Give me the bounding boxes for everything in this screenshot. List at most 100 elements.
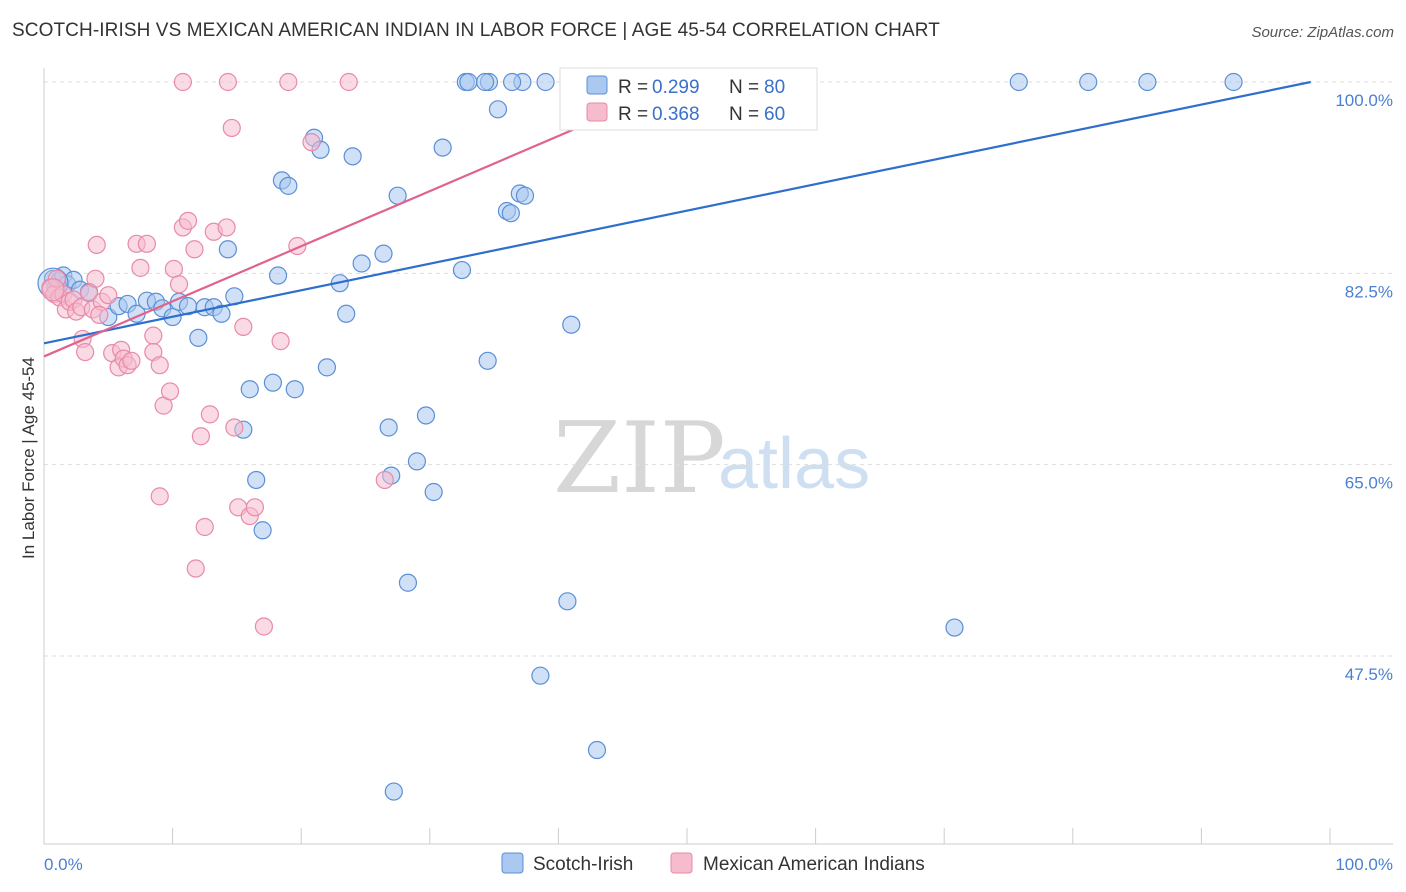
- mexican-american-indian-point: [169, 275, 189, 294]
- y-tick-label: 47.5%: [1345, 665, 1393, 684]
- watermark-atlas: atlas: [718, 424, 870, 504]
- legend-r-label-1: R =: [618, 77, 648, 98]
- mexican-american-indian-point: [217, 218, 236, 237]
- mexican-american-indian-point: [200, 405, 219, 424]
- mexican-american-indian-point: [279, 72, 298, 92]
- scotch-irish-point: [279, 176, 298, 195]
- scotch-irish-point: [424, 482, 443, 502]
- scotch-irish-point: [536, 72, 555, 92]
- legend-label-scotch-irish: Scotch-Irish: [533, 854, 633, 875]
- mexican-american-indian-point: [178, 211, 198, 230]
- scotch-irish-trend-line: [43, 80, 1311, 345]
- legend-r-label-2: R =: [618, 104, 648, 125]
- source-label: Source: ZipAtlas.com: [1251, 24, 1394, 41]
- scotch-irish-point: [285, 380, 304, 399]
- mexican-american-indian-point: [150, 356, 169, 375]
- scotch-irish-point: [407, 452, 427, 471]
- legend-n-value-1: 80: [764, 77, 785, 98]
- legend-r-value-2: 0.368: [652, 104, 700, 125]
- mexican-american-indian-points: [41, 72, 394, 636]
- y-tick-label: 100.0%: [1335, 91, 1393, 110]
- scotch-irish-point: [587, 740, 607, 760]
- y-tick-label: 82.5%: [1345, 282, 1393, 301]
- scotch-irish-point: [189, 328, 208, 347]
- y-tick-label: 65.0%: [1345, 474, 1393, 493]
- scotch-irish-point: [337, 304, 356, 323]
- legend-swatch-blue: [586, 75, 608, 95]
- scotch-irish-point: [268, 266, 288, 285]
- scotch-irish-point: [343, 147, 362, 166]
- scotch-irish-point: [515, 186, 535, 205]
- series-legend: Scotch-Irish Mexican American Indians: [501, 852, 925, 875]
- scotch-irish-point: [218, 240, 237, 259]
- legend-swatch-scotch-irish: [501, 852, 524, 874]
- y-tick-labels: 47.5% 65.0% 82.5% 100.0%: [1335, 91, 1393, 684]
- mexican-american-indian-point: [302, 133, 321, 152]
- mexican-american-indian-point: [375, 470, 394, 490]
- mexican-american-indian-point: [131, 258, 150, 277]
- scotch-irish-point: [433, 138, 452, 157]
- mexican-american-indian-point: [122, 351, 141, 370]
- legend-swatch-pink: [586, 102, 608, 122]
- scotch-irish-point: [459, 72, 478, 92]
- mexican-american-indian-point: [191, 427, 210, 446]
- scotch-irish-point: [1224, 72, 1243, 92]
- legend-n-label-2: N =: [729, 104, 759, 125]
- mexican-american-indian-point: [339, 72, 358, 92]
- mexican-american-indian-point: [76, 342, 95, 362]
- scotch-irish-point: [488, 100, 508, 119]
- scotch-irish-point: [1138, 72, 1157, 92]
- mexican-american-indian-point: [41, 278, 65, 302]
- mexican-american-indian-point: [271, 332, 290, 351]
- mexican-american-indian-point: [225, 418, 244, 437]
- legend-label-mexican-american-indians: Mexican American Indians: [703, 854, 925, 875]
- scotch-irish-point: [384, 782, 403, 801]
- scotch-irish-point: [501, 204, 520, 223]
- watermark-zip: ZIP: [553, 402, 726, 516]
- scotch-irish-point: [416, 406, 436, 425]
- scotch-irish-point: [240, 380, 259, 399]
- mexican-american-indian-point: [195, 517, 214, 537]
- scotch-irish-point: [253, 521, 272, 540]
- correlation-legend: R = 0.299 N = 80 R = 0.368 N = 60: [559, 67, 818, 131]
- legend-n-value-2: 60: [764, 104, 785, 125]
- scotch-irish-point: [562, 315, 581, 334]
- scotch-irish-point: [503, 72, 522, 92]
- scotch-irish-point: [452, 260, 472, 280]
- legend-n-label-1: N =: [729, 77, 759, 98]
- scotch-irish-point: [374, 244, 393, 263]
- scotch-irish-point: [247, 470, 266, 490]
- mexican-american-indian-point: [87, 235, 106, 255]
- mexican-american-indian-point: [137, 234, 156, 253]
- mexican-american-indian-point: [144, 326, 163, 345]
- gridlines: [44, 81, 1393, 657]
- mexican-american-indian-point: [86, 269, 105, 288]
- chart-title: SCOTCH-IRISH VS MEXICAN AMERICAN INDIAN …: [12, 20, 940, 41]
- scotch-irish-point: [945, 618, 964, 637]
- mexican-american-indian-point: [218, 72, 237, 92]
- scotch-irish-point: [558, 592, 577, 611]
- axes: [43, 68, 1393, 845]
- scotch-irish-point: [379, 418, 398, 437]
- legend-swatch-mexican-american-indians: [670, 852, 693, 874]
- scotch-irish-point: [352, 254, 371, 273]
- scotch-irish-point: [263, 373, 283, 392]
- scotch-irish-point: [531, 666, 550, 685]
- mexican-american-indian-point: [222, 118, 241, 138]
- legend-r-value-1: 0.299: [652, 77, 700, 98]
- mexican-american-indian-point: [150, 487, 169, 506]
- scotch-irish-point: [1079, 72, 1098, 92]
- x-tick-label-min: 0.0%: [44, 855, 83, 874]
- mexican-american-indian-point: [254, 617, 274, 636]
- mexican-american-indian-point: [99, 286, 118, 305]
- scotch-irish-point: [317, 358, 337, 377]
- mexican-american-indian-point: [186, 559, 205, 578]
- scotch-irish-point: [1009, 72, 1028, 92]
- x-tick-label-max: 100.0%: [1335, 855, 1393, 874]
- mexican-american-indian-point: [245, 498, 265, 517]
- mexican-american-indian-point: [173, 72, 192, 92]
- mexican-american-indian-point: [234, 317, 253, 337]
- scotch-irish-point: [478, 351, 497, 370]
- scotch-irish-point: [398, 573, 418, 592]
